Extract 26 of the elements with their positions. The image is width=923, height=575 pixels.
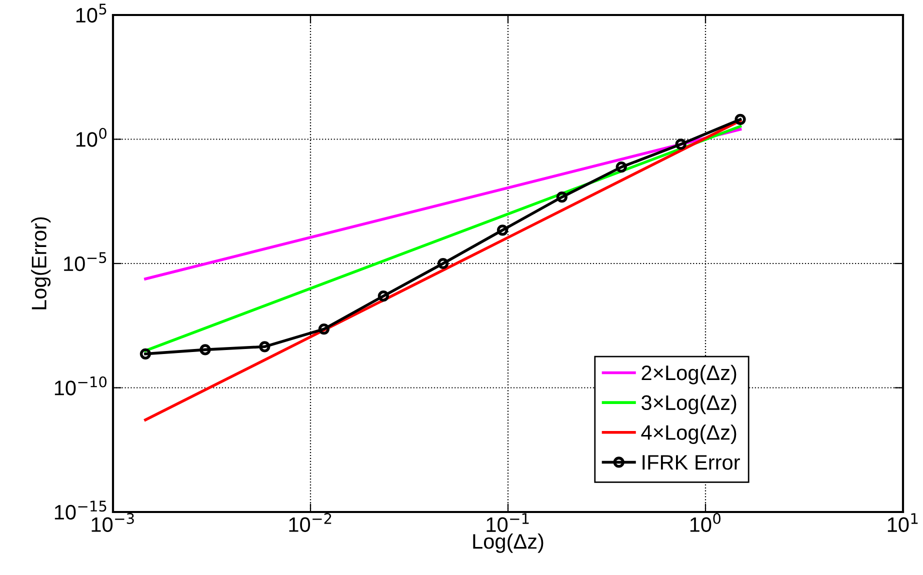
x-axis-title: Log(Δz) [473, 534, 544, 553]
point [734, 114, 746, 125]
point [496, 224, 508, 236]
y-tick-label: 10$^{−5}$ [64, 252, 106, 272]
point [438, 258, 449, 270]
point [318, 324, 330, 335]
legend-label: 4×Log(Δz) [641, 424, 736, 444]
x-tick-label: 10$^{0}$ [690, 513, 721, 532]
point [616, 162, 627, 173]
x-tick-label: 10$^{−3}$ [92, 513, 134, 532]
x-tick-label: 10$^{−2}$ [289, 513, 332, 532]
y-axis-title: Log(Error) [31, 217, 51, 310]
point [378, 290, 389, 302]
x-tick-label: 10$^{−1}$ [486, 513, 529, 532]
y-tick-label: 10$^{−10}$ [54, 376, 107, 396]
legend-label: 3×Log(Δz) [642, 394, 736, 414]
x-tick-label: 10$^{1}$ [888, 513, 918, 532]
point [200, 344, 211, 356]
point [675, 138, 686, 150]
point [556, 192, 568, 203]
y-tick-label: 10$^{5}$ [76, 4, 106, 23]
legend-label: IFRK Error [642, 455, 740, 470]
y-tick-label: 10$^{0}$ [76, 128, 106, 147]
point [140, 348, 152, 360]
point [259, 341, 270, 352]
legend-label: 2×Log(Δz) [642, 364, 736, 384]
